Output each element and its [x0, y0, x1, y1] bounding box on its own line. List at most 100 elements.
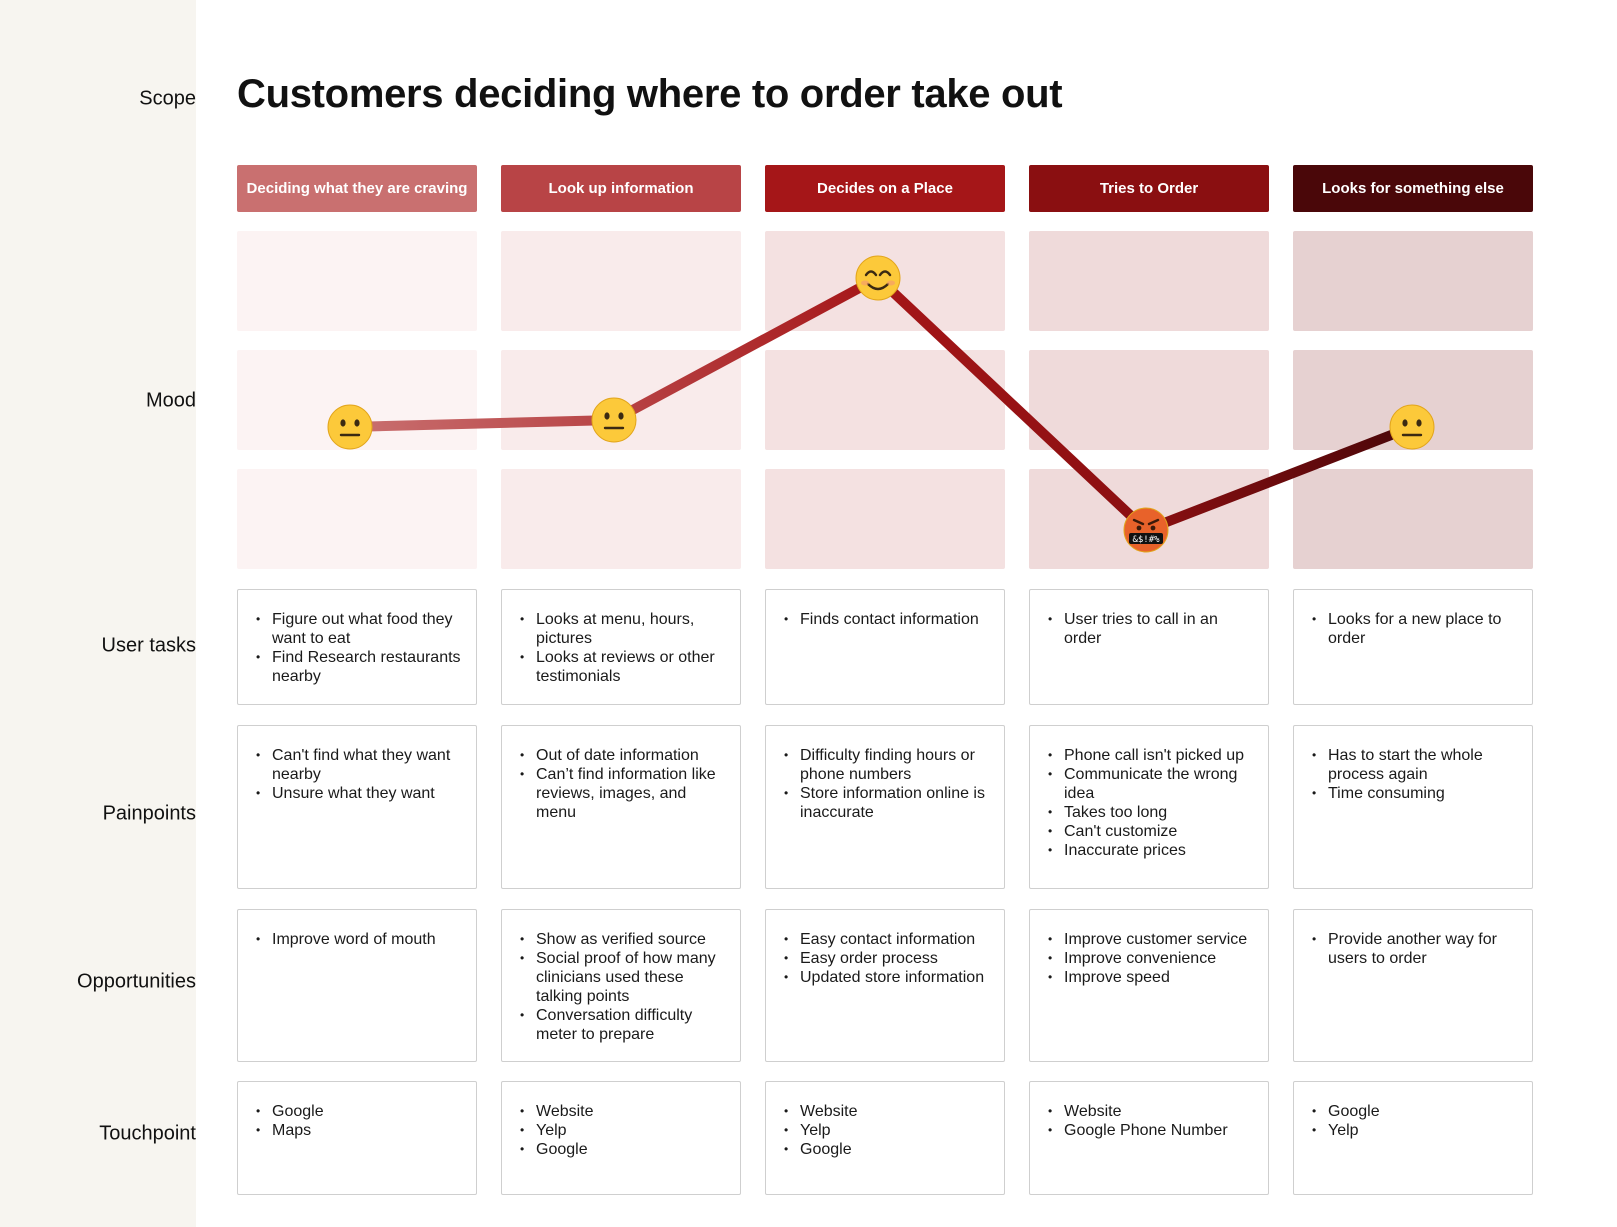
list-item: Improve word of mouth [256, 930, 462, 949]
bullet-list: Has to start the whole process againTime… [1312, 746, 1518, 803]
list-item: Has to start the whole process again [1312, 746, 1518, 784]
stage-header: Looks for something else [1293, 165, 1533, 212]
mood-cell [1293, 231, 1533, 331]
sidebar: Scope Mood User tasks Painpoints Opportu… [0, 0, 196, 1227]
neutral-face-icon [327, 404, 373, 450]
list-item: Yelp [520, 1121, 726, 1140]
list-item: User tries to call in an order [1048, 610, 1254, 648]
row-label-user-tasks: User tasks [101, 634, 196, 657]
touchpoint-card: WebsiteGoogle Phone Number [1029, 1081, 1269, 1195]
page-title: Customers deciding where to order take o… [237, 72, 1063, 116]
list-item: Finds contact information [784, 610, 990, 629]
list-item: Show as verified source [520, 930, 726, 949]
opportunity-card: Show as verified sourceSocial proof of h… [501, 909, 741, 1062]
mood-line-segment [1141, 422, 1417, 535]
mood-cell [1293, 469, 1533, 569]
list-item: Store information online is inaccurate [784, 784, 990, 822]
bullet-list: Easy contact informationEasy order proce… [784, 930, 990, 987]
bullet-list: Looks for a new place to order [1312, 610, 1518, 648]
happy-face-icon [855, 255, 901, 301]
bullet-list: WebsiteYelpGoogle [784, 1102, 990, 1159]
row-label-painpoints: Painpoints [102, 802, 196, 825]
mood-cell [237, 469, 477, 569]
list-item: Google [520, 1140, 726, 1159]
user-task-card: Looks for a new place to order [1293, 589, 1533, 705]
list-item: Easy contact information [784, 930, 990, 949]
list-item: Can't find what they want nearby [256, 746, 462, 784]
list-item: Google [1312, 1102, 1518, 1121]
list-item: Communicate the wrong idea [1048, 765, 1254, 803]
painpoint-card: Can't find what they want nearbyUnsure w… [237, 725, 477, 889]
list-item: Improve speed [1048, 968, 1254, 987]
list-item: Website [520, 1102, 726, 1121]
list-item: Takes too long [1048, 803, 1254, 822]
row-label-mood: Mood [145, 389, 196, 412]
bullet-list: GoogleYelp [1312, 1102, 1518, 1140]
painpoint-card: Out of date informationCan’t find inform… [501, 725, 741, 889]
list-item: Yelp [1312, 1121, 1518, 1140]
angry-face-icon: &$!#% [1123, 507, 1169, 553]
bullet-list: Improve customer serviceImprove convenie… [1048, 930, 1254, 987]
list-item: Phone call isn't picked up [1048, 746, 1254, 765]
opportunity-card: Easy contact informationEasy order proce… [765, 909, 1005, 1062]
painpoint-card: Phone call isn't picked upCommunicate th… [1029, 725, 1269, 889]
list-item: Updated store information [784, 968, 990, 987]
stage-header: Deciding what they are craving [237, 165, 477, 212]
opportunity-card: Provide another way for users to order [1293, 909, 1533, 1062]
stage-header: Decides on a Place [765, 165, 1005, 212]
list-item: Figure out what food they want to eat [256, 610, 462, 648]
list-item: Yelp [784, 1121, 990, 1140]
list-item: Conversation difficulty meter to prepare [520, 1006, 726, 1044]
list-item: Improve customer service [1048, 930, 1254, 949]
user-task-card: Looks at menu, hours, picturesLooks at r… [501, 589, 741, 705]
list-item: Looks at menu, hours, pictures [520, 610, 726, 648]
painpoint-card: Difficulty finding hours or phone number… [765, 725, 1005, 889]
painpoint-card: Has to start the whole process againTime… [1293, 725, 1533, 889]
neutral-face-icon [591, 397, 637, 443]
bullet-list: Can't find what they want nearbyUnsure w… [256, 746, 462, 803]
bullet-list: Improve word of mouth [256, 930, 462, 949]
mood-cell [765, 469, 1005, 569]
list-item: Difficulty finding hours or phone number… [784, 746, 990, 784]
touchpoint-card: WebsiteYelpGoogle [765, 1081, 1005, 1195]
bullet-list: Figure out what food they want to eatFin… [256, 610, 462, 686]
row-label-scope: Scope [139, 87, 196, 110]
list-item: Provide another way for users to order [1312, 930, 1518, 968]
bullet-list: Show as verified sourceSocial proof of h… [520, 930, 726, 1044]
opportunity-card: Improve customer serviceImprove convenie… [1029, 909, 1269, 1062]
user-task-card: User tries to call in an order [1029, 589, 1269, 705]
stage-header: Tries to Order [1029, 165, 1269, 212]
mood-cell [501, 469, 741, 569]
list-item: Unsure what they want [256, 784, 462, 803]
mood-cell [237, 231, 477, 331]
mood-line-segment [345, 415, 619, 432]
touchpoint-card: WebsiteYelpGoogle [501, 1081, 741, 1195]
list-item: Can’t find information like reviews, ima… [520, 765, 726, 822]
touchpoint-card: GoogleMaps [237, 1081, 477, 1195]
opportunity-card: Improve word of mouth [237, 909, 477, 1062]
touchpoint-card: GoogleYelp [1293, 1081, 1533, 1195]
list-item: Maps [256, 1121, 462, 1140]
list-item: Google [784, 1140, 990, 1159]
user-task-card: Figure out what food they want to eatFin… [237, 589, 477, 705]
list-item: Find Research restaurants nearby [256, 648, 462, 686]
mood-cell [501, 231, 741, 331]
list-item: Website [1048, 1102, 1254, 1121]
list-item: Social proof of how many clinicians used… [520, 949, 726, 1006]
list-item: Time consuming [1312, 784, 1518, 803]
row-label-touchpoint: Touchpoint [99, 1122, 196, 1145]
list-item: Inaccurate prices [1048, 841, 1254, 860]
svg-text:&$!#%: &$!#% [1132, 535, 1160, 545]
row-label-opportunities: Opportunities [77, 970, 196, 993]
bullet-list: Finds contact information [784, 610, 990, 629]
list-item: Looks for a new place to order [1312, 610, 1518, 648]
bullet-list: Phone call isn't picked upCommunicate th… [1048, 746, 1254, 860]
mood-line-segment [609, 273, 883, 425]
list-item: Website [784, 1102, 990, 1121]
bullet-list: GoogleMaps [256, 1102, 462, 1140]
mood-cell [1029, 350, 1269, 450]
list-item: Out of date information [520, 746, 726, 765]
list-item: Google [256, 1102, 462, 1121]
bullet-list: Difficulty finding hours or phone number… [784, 746, 990, 822]
